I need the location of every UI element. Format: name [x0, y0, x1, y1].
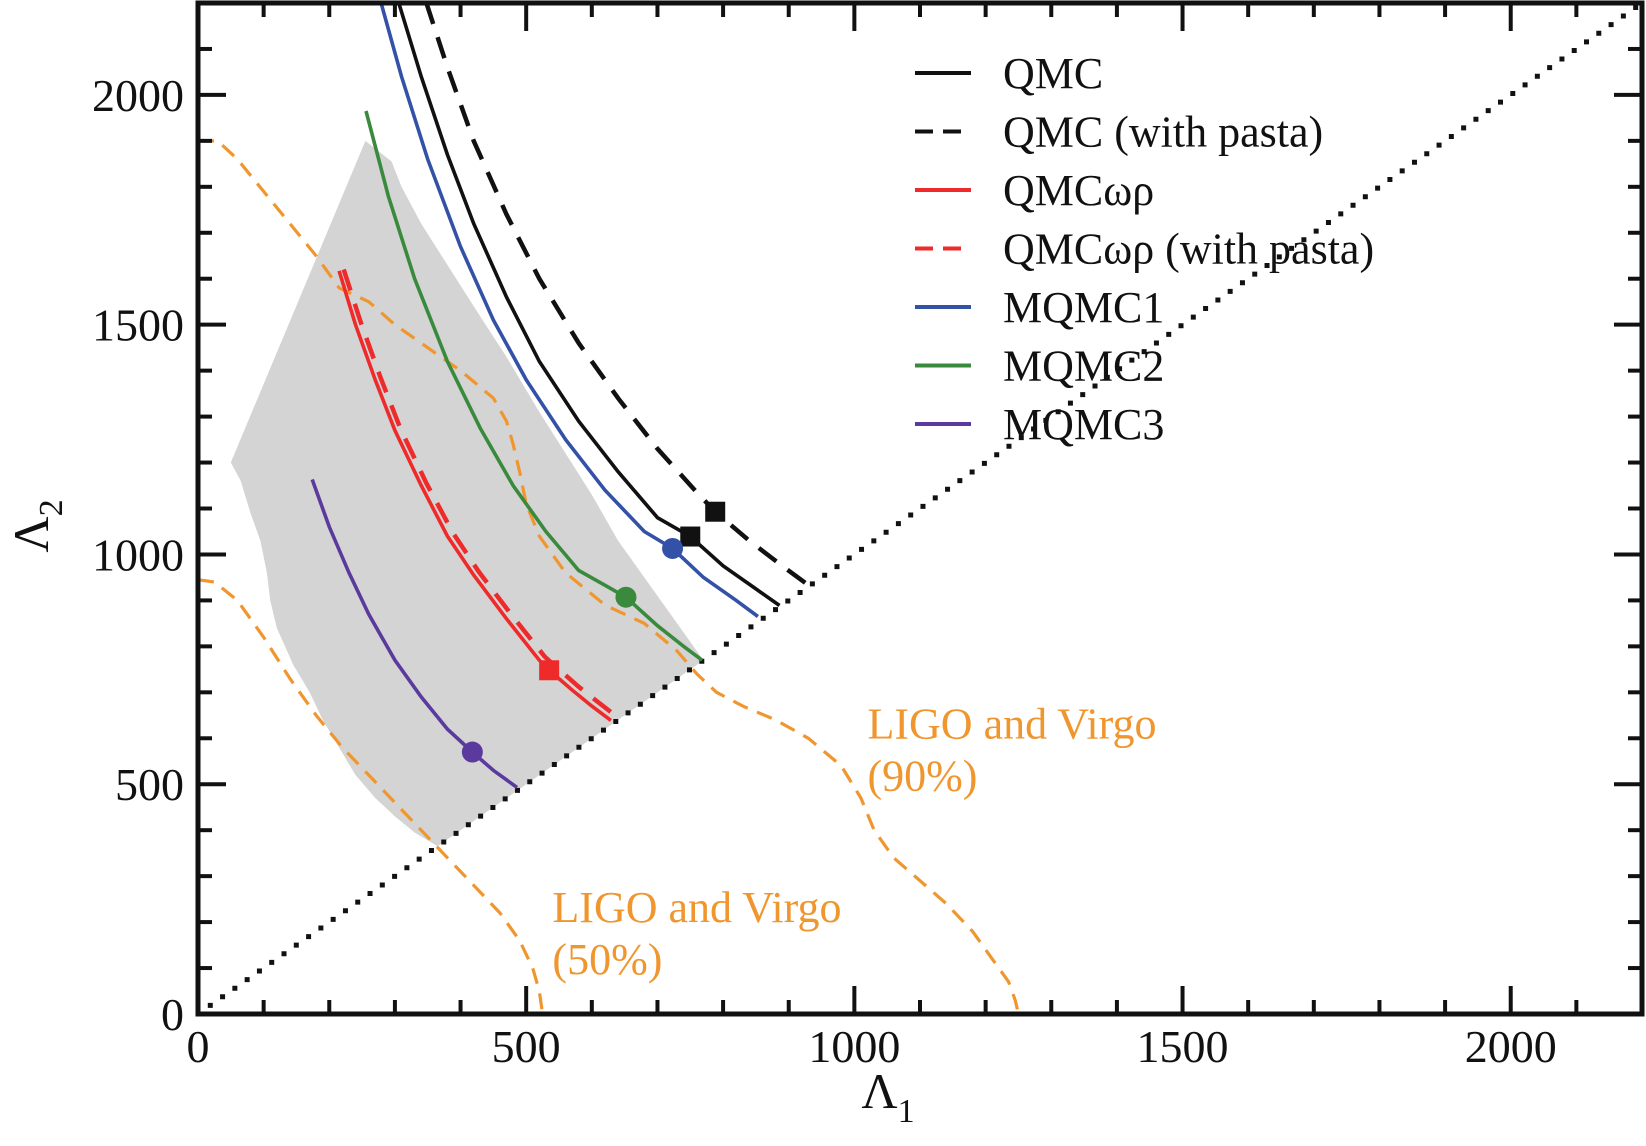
x-axis-title-main: Λ — [861, 1063, 897, 1119]
x-axis-title-subscript: 1 — [898, 1093, 915, 1130]
contour-ligo-virgo-50 — [198, 578, 545, 1014]
series-line-mqmc1 — [379, 3, 759, 618]
marker-circle-mqmc2 — [615, 586, 637, 608]
legend-label-mqmc3: MQMC3 — [1003, 400, 1164, 449]
y-tick-label: 500 — [115, 759, 184, 810]
legend-label-qmc-with-pasta: QMC (with pasta) — [1003, 108, 1323, 157]
ligo-virgo-90-label-line-2: (90%) — [867, 751, 977, 800]
y-axis-title: Λ2 — [3, 499, 70, 552]
marker-circle-mqmc1 — [662, 537, 684, 559]
y-axis-title-main: Λ — [3, 516, 59, 552]
shaded-region-layer — [230, 140, 704, 847]
x-tick-label: 2000 — [1465, 1021, 1557, 1072]
legend-label-mqmc1: MQMC1 — [1003, 283, 1164, 332]
annotation-layer: LIGO and Virgo (90%)LIGO and Virgo (50%) — [552, 699, 1156, 984]
y-tick-label: 1000 — [92, 529, 184, 580]
shaded-allowed-region — [230, 140, 704, 847]
series-line-mqmc2 — [364, 110, 704, 662]
marker-layer — [461, 501, 726, 763]
legend: QMC QMC (with pasta) QMCωρ QMCωρ (with past… — [915, 49, 1374, 449]
ligo-virgo-50-label-line-2: (50%) — [552, 935, 662, 984]
contour-layer — [198, 139, 1021, 1014]
legend-label-qmc: QMC — [1003, 49, 1103, 98]
diagonal-layer — [198, 3, 1642, 1014]
x-tick-label: 1500 — [1137, 1021, 1229, 1072]
ligo-virgo-50-label: LIGO and Virgo (50%) — [552, 883, 841, 984]
legend-label-qmcωρ: QMCωρ — [1003, 166, 1154, 215]
marker-square-qmc — [680, 526, 701, 547]
marker-circle-mqmc3 — [461, 741, 483, 763]
series-line-qmc — [397, 3, 781, 607]
ligo-virgo-90-label: LIGO and Virgo (90%) — [867, 699, 1156, 800]
x-axis-title: Λ1 — [861, 1063, 914, 1130]
ticks — [196, 1, 1644, 1016]
legend-label-qmcωρ-with-pasta: QMCωρ (with pasta) — [1003, 225, 1374, 274]
series-line-qmc-with-pasta — [424, 3, 810, 588]
y-tick-label: 1500 — [92, 300, 184, 351]
series-line-mqmc3 — [310, 478, 519, 789]
series-line-qmcωρ — [337, 270, 612, 722]
y-axis-title-subscript: 2 — [33, 499, 70, 516]
tick-labels: 0 500 1000 1500 2000 0 500 1000 1500 2000 — [92, 70, 1557, 1072]
legend-label-mqmc2: MQMC2 — [1003, 342, 1164, 391]
diagonal-line — [198, 3, 1642, 1014]
x-tick-label: 500 — [492, 1021, 561, 1072]
marker-square-qmc-with-pasta — [705, 501, 726, 522]
x-tick-label: 0 — [187, 1021, 210, 1072]
y-tick-label: 2000 — [92, 70, 184, 121]
x-tick-label: 1000 — [808, 1021, 900, 1072]
y-tick-label: 0 — [161, 989, 184, 1040]
contour-ligo-virgo-90 — [198, 139, 1021, 1014]
series-line-qmcωρ-with-pasta — [341, 268, 620, 720]
ligo-virgo-50-label-line-1: LIGO and Virgo — [552, 883, 841, 932]
series-layer — [310, 3, 810, 789]
marker-square-qmcωρ — [539, 660, 560, 681]
ligo-virgo-90-label-line-1: LIGO and Virgo — [867, 699, 1156, 748]
